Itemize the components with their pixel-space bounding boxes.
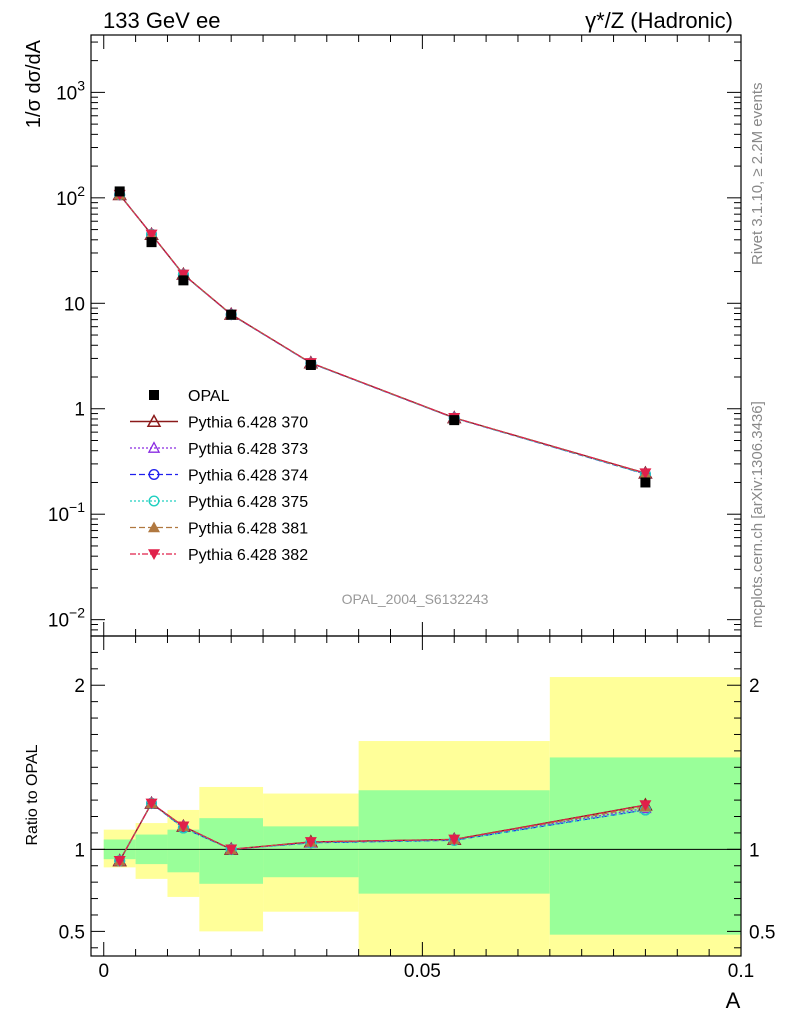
ratio-ytick-label-right-1: 1 (749, 840, 760, 861)
band-inner-2 (167, 829, 200, 873)
main-series-line-p375 (119, 194, 646, 475)
main-ytick-label-3: 10 (64, 294, 85, 315)
axes: 10−2 10−1 1 10 102 103 0 0.05 0.1 0.5 0.5 1 1 2 2 (48, 34, 775, 982)
ratio-ytick-label-right-0: 0.5 (749, 922, 775, 943)
main-ytick-label-5: 103 (56, 77, 85, 104)
main-ytick-label-0: 10−2 (48, 605, 85, 632)
ratio-uncertainty-bands (103, 677, 741, 956)
x-tick-label-1: 0.05 (404, 961, 441, 982)
opal-point-4 (305, 359, 316, 370)
legend-label-p382: Pythia 6.428 382 (188, 547, 308, 564)
ratio-point-p382-3 (225, 844, 238, 856)
ratio-frame (90, 635, 742, 957)
ratio-point-p382-6 (639, 800, 652, 812)
x-tick-label-0: 0 (98, 961, 109, 982)
main-series-line-p373 (119, 194, 646, 475)
opal-point-1 (146, 237, 157, 248)
opal-point-0 (114, 186, 125, 197)
header-left: 133 GeV ee (103, 8, 220, 33)
legend-label-p370: Pythia 6.428 370 (188, 415, 308, 432)
opal-point-3 (226, 309, 237, 320)
legend-marker-p374 (148, 469, 160, 481)
ratio-point-p382-0 (113, 856, 126, 867)
main-point-p382-2 (177, 269, 190, 281)
legend-marker-p375 (148, 495, 160, 507)
main-point-p382-6 (639, 468, 652, 480)
rivet-label: Rivet 3.1.10, ≥ 2.2M events (749, 83, 766, 266)
analysis-tag: OPAL_2004_S6132243 (342, 591, 489, 607)
main-series-line-p374 (119, 194, 646, 475)
ratio-point-p382-1 (145, 798, 158, 810)
ratio-point-p382-5 (448, 834, 461, 846)
main-frame (90, 34, 742, 637)
ratio-plot (91, 795, 741, 867)
legend: OPAL Pythia 6.428 370 Pythia 6.428 373 Pyth… (130, 388, 308, 564)
main-point-p382-1 (145, 229, 158, 241)
main-plot (112, 186, 653, 488)
band-inner-6 (549, 757, 741, 935)
legend-marker-opal (149, 390, 159, 400)
main-ylabel: 1/σ dσ/dA (23, 39, 45, 128)
legend-label-p381: Pythia 6.428 381 (188, 521, 308, 538)
main-ytick-label-2: 1 (74, 400, 85, 421)
legend-label-p373: Pythia 6.428 373 (188, 441, 308, 458)
mcplots-label: mcplots.cern.ch [arXiv:1306.3436] (749, 401, 766, 628)
ratio-ytick-label-left-2: 2 (74, 676, 85, 697)
opal-point-6 (640, 477, 651, 488)
x-tick-label-2: 0.1 (728, 961, 754, 982)
ratio-point-p382-2 (177, 821, 190, 833)
header-right: γ*/Z (Hadronic) (585, 8, 733, 33)
legend-marker-p373 (147, 441, 161, 453)
main-ytick-label-1: 10−1 (48, 499, 85, 526)
legend-label-p375: Pythia 6.428 375 (188, 494, 308, 511)
legend-marker-p382 (148, 549, 160, 560)
ratio-ytick-label-left-1: 1 (74, 840, 85, 861)
legend-marker-p381 (148, 521, 160, 533)
ratio-point-p382-4 (304, 837, 317, 848)
main-ytick-label-4: 102 (56, 183, 85, 210)
ratio-ylabel: Ratio to OPAL (24, 744, 41, 845)
x-axis-label: A (726, 988, 741, 1013)
ratio-ytick-label-left-0: 0.5 (59, 922, 85, 943)
opal-point-2 (178, 275, 189, 286)
legend-marker-p370 (146, 413, 162, 428)
ratio-ytick-label-right-2: 2 (749, 676, 760, 697)
main-series-line-p381 (119, 194, 646, 475)
legend-label-p374: Pythia 6.428 374 (188, 468, 308, 485)
opal-point-5 (449, 415, 460, 426)
legend-label-opal: OPAL (188, 388, 230, 405)
band-inner-4 (263, 826, 359, 878)
